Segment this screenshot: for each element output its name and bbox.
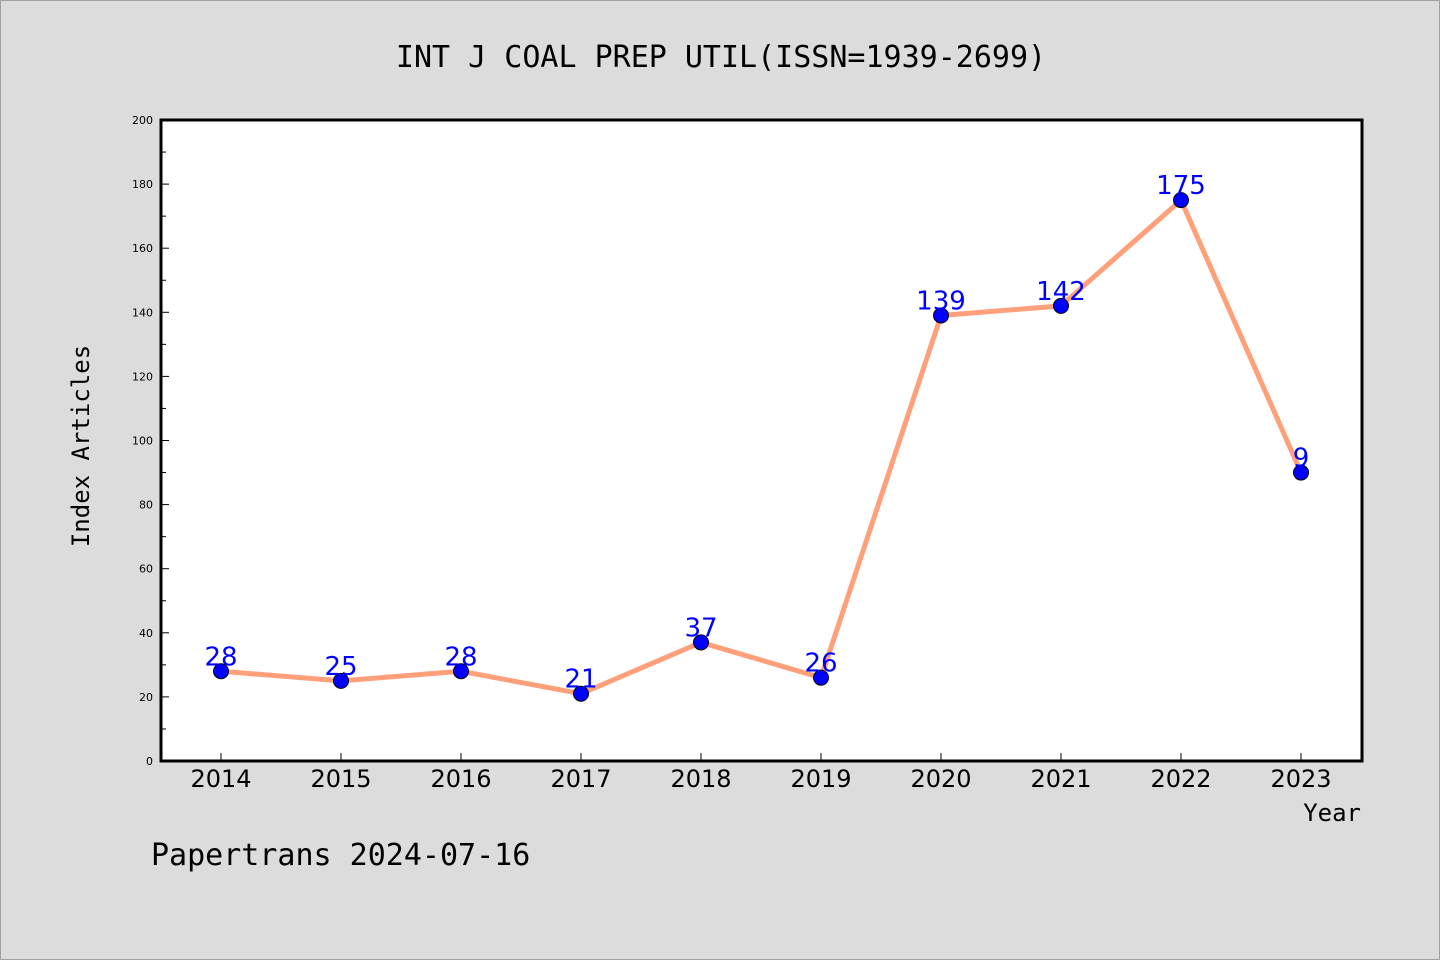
data-point xyxy=(213,663,229,680)
y-tick-label: 0 xyxy=(146,755,153,768)
y-tick-label: 60 xyxy=(139,563,153,576)
data-label: 28 xyxy=(204,642,237,672)
x-tick-label: 2018 xyxy=(670,765,731,793)
chart-title: INT J COAL PREP UTIL(ISSN=1939-2699) xyxy=(396,40,1046,75)
data-label: 37 xyxy=(684,613,717,643)
data-point xyxy=(813,669,829,686)
data-point xyxy=(1293,464,1309,481)
y-tick-label: 20 xyxy=(139,691,153,704)
x-tick-label: 2017 xyxy=(550,765,611,793)
x-tick-label: 2020 xyxy=(910,765,971,793)
y-tick-label: 140 xyxy=(132,306,153,319)
x-tick-label: 2023 xyxy=(1270,765,1331,793)
data-point xyxy=(453,663,469,680)
data-label: 9 xyxy=(1293,444,1310,474)
y-tick-label: 180 xyxy=(132,178,153,191)
data-point xyxy=(1053,297,1069,314)
y-tick-label: 80 xyxy=(139,499,153,512)
y-tick-label: 160 xyxy=(132,242,153,255)
x-tick-label: 2019 xyxy=(790,765,851,793)
x-axis-label: Year xyxy=(1303,799,1361,827)
data-point xyxy=(1173,192,1189,209)
data-label: 28 xyxy=(444,642,477,672)
y-tick-label: 100 xyxy=(132,435,153,448)
series-layer: 28 25 28 21 37 26 139 142 175 9 xyxy=(204,171,1310,702)
y-axis: 0 20 40 60 80 100 120 140 160 180 200 xyxy=(132,114,169,768)
plot-area xyxy=(159,118,1364,763)
data-label: 142 xyxy=(1036,277,1086,307)
data-point xyxy=(333,672,349,689)
footer-watermark: Papertrans 2024-07-16 xyxy=(151,838,530,873)
x-axis: 2014 2015 2016 2017 2018 2019 2020 2021 2022 2023 xyxy=(190,753,1332,793)
x-tick-label: 2022 xyxy=(1150,765,1211,793)
data-label: 139 xyxy=(916,287,966,317)
data-point xyxy=(573,685,589,702)
data-label: 25 xyxy=(324,652,357,682)
x-tick-label: 2021 xyxy=(1030,765,1091,793)
data-label: 21 xyxy=(564,665,597,695)
data-point xyxy=(933,307,949,324)
series-line xyxy=(218,197,1304,697)
y-tick-label: 120 xyxy=(132,370,153,383)
data-label: 175 xyxy=(1156,171,1206,201)
data-label: 26 xyxy=(804,649,837,679)
x-tick-label: 2016 xyxy=(430,765,491,793)
x-tick-label: 2015 xyxy=(310,765,371,793)
y-tick-label: 200 xyxy=(132,114,153,127)
y-tick-label: 40 xyxy=(139,627,153,640)
x-tick-label: 2014 xyxy=(190,765,251,793)
y-axis-label: Index Articles xyxy=(67,345,95,547)
data-point xyxy=(693,634,709,651)
